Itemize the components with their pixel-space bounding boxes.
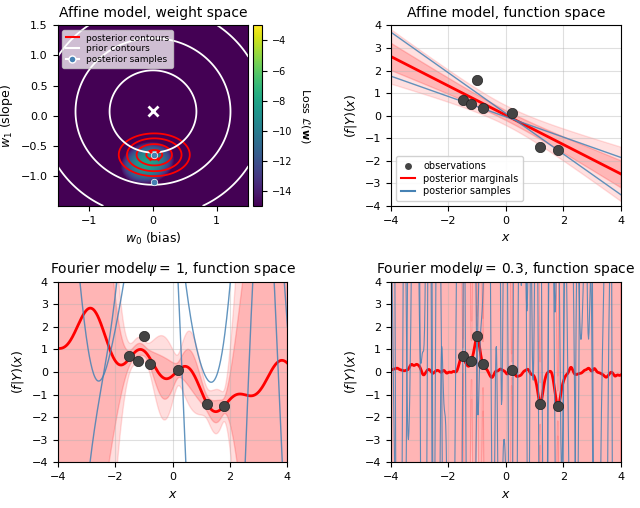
Y-axis label: Loss $\mathcal{L}(\mathbf{w})$: Loss $\mathcal{L}(\mathbf{w})$ [299,88,312,144]
Title: Fourier model$\psi=\,$0.3, function space: Fourier model$\psi=\,$0.3, function spac… [376,261,636,278]
X-axis label: $x$: $x$ [501,488,511,500]
Point [506,109,516,117]
Point [506,366,516,374]
Point [219,402,229,410]
Point [173,366,184,374]
Title: Affine model, weight space: Affine model, weight space [59,6,247,20]
Point [149,178,159,186]
Point [458,352,468,360]
Point [472,76,483,84]
Y-axis label: $(f|Y)(x)$: $(f|Y)(x)$ [343,93,359,138]
Point [467,357,477,365]
Legend: posterior contours, prior contours, posterior samples: posterior contours, prior contours, post… [62,30,173,68]
Point [535,143,545,151]
Point [133,357,143,365]
Point [477,104,488,112]
Point [477,360,488,368]
X-axis label: $x$: $x$ [168,488,177,500]
Point [467,100,477,108]
Point [124,352,134,360]
X-axis label: $w_0$ (bias): $w_0$ (bias) [125,231,181,247]
Point [139,332,149,340]
Legend: observations, posterior marginals, posterior samples: observations, posterior marginals, poste… [396,156,523,201]
Point [145,360,155,368]
Point [535,400,545,408]
Y-axis label: $(f|Y)(x)$: $(f|Y)(x)$ [10,350,26,394]
Y-axis label: $(f|Y)(x)$: $(f|Y)(x)$ [343,350,359,394]
Point [552,402,563,410]
X-axis label: $x$: $x$ [501,231,511,244]
Point [458,96,468,104]
Title: Fourier model$\psi=\,$1, function space: Fourier model$\psi=\,$1, function space [50,261,296,278]
Point [202,400,212,408]
Point [472,332,483,340]
Y-axis label: $w_1$ (slope): $w_1$ (slope) [0,84,15,148]
Point [149,151,159,159]
Title: Affine model, function space: Affine model, function space [406,6,605,20]
Point [552,145,563,153]
